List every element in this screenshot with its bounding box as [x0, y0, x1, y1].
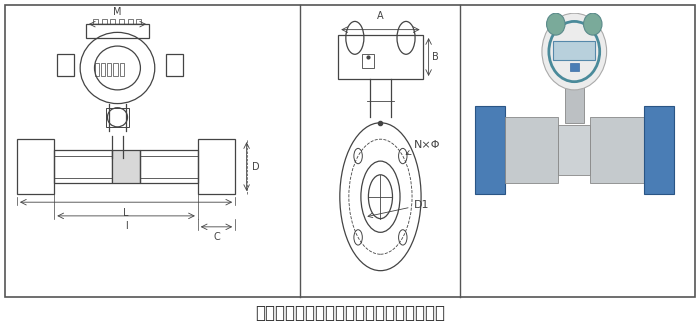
Bar [570, 62, 579, 71]
Bar [554, 41, 595, 60]
Bar [17, 139, 55, 194]
Bar [591, 117, 643, 183]
Bar [5, 5, 695, 297]
Text: M: M [113, 7, 122, 17]
Bar [558, 125, 591, 175]
Bar [112, 150, 141, 183]
Bar [102, 19, 107, 24]
Bar [93, 19, 98, 24]
Bar [111, 19, 116, 24]
Bar [101, 62, 105, 76]
Bar [338, 35, 423, 79]
Text: D1: D1 [368, 200, 429, 217]
Bar [120, 62, 124, 76]
Text: C: C [213, 232, 220, 242]
Bar [106, 108, 129, 127]
Bar [113, 62, 118, 76]
Bar [119, 19, 124, 24]
Bar [127, 19, 133, 24]
Bar [167, 54, 183, 76]
Bar [55, 150, 112, 183]
Bar [363, 54, 375, 68]
Bar [136, 19, 141, 24]
Text: D: D [253, 162, 260, 172]
Bar [565, 62, 584, 123]
Bar [107, 62, 111, 76]
Text: N×Φ: N×Φ [406, 140, 440, 154]
Bar [86, 24, 149, 38]
Text: 特点：管段法兰型，能更好的保证仪表精度: 特点：管段法兰型，能更好的保证仪表精度 [255, 304, 445, 321]
Bar [475, 106, 505, 194]
Bar [94, 62, 99, 76]
Text: l: l [125, 221, 127, 231]
Circle shape [547, 13, 565, 35]
Bar [57, 54, 74, 76]
Bar [141, 150, 198, 183]
Bar [198, 139, 235, 194]
Text: L: L [123, 208, 129, 218]
Bar [643, 106, 673, 194]
Text: A: A [377, 12, 384, 21]
Text: B: B [432, 52, 438, 62]
Circle shape [584, 13, 602, 35]
Circle shape [542, 13, 607, 90]
Bar [505, 117, 558, 183]
